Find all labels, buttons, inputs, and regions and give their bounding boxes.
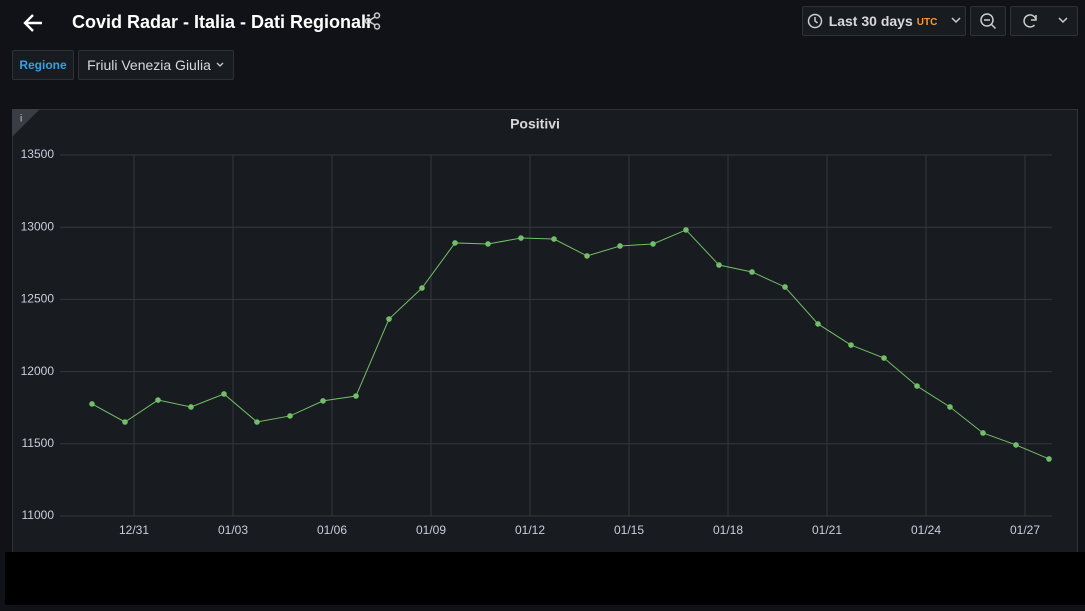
data-point — [881, 355, 887, 361]
x-tick-label: 01/09 — [416, 523, 446, 537]
data-point — [89, 401, 95, 407]
info-icon[interactable]: i — [20, 114, 22, 125]
y-tick-label: 12000 — [21, 364, 55, 378]
variable-label: Regione — [12, 50, 74, 80]
data-point — [716, 262, 722, 268]
data-point — [221, 391, 227, 397]
x-tick-label: 01/15 — [614, 523, 644, 537]
data-point — [980, 430, 986, 436]
data-point — [122, 419, 128, 425]
data-point — [1046, 456, 1052, 462]
refresh-button[interactable] — [1010, 6, 1078, 36]
share-icon[interactable] — [364, 12, 382, 30]
chart-panel: i Positivi 11000 11500 12000 12500 13000 1350… — [12, 109, 1078, 559]
dashboard-title: Covid Radar - Italia - Dati Regionali — [72, 12, 372, 32]
data-point — [419, 285, 425, 291]
data-point — [254, 419, 260, 425]
y-tick-label: 11500 — [22, 436, 55, 450]
data-point — [617, 243, 623, 249]
back-button[interactable] — [20, 10, 46, 36]
y-tick-label: 13500 — [21, 147, 55, 161]
data-point — [452, 240, 458, 246]
data-point — [914, 383, 920, 389]
data-point — [683, 227, 689, 233]
x-tick-label: 01/03 — [218, 523, 248, 537]
variable-value: Friuli Venezia Giulia — [87, 57, 211, 73]
data-point — [848, 342, 854, 348]
x-tick-label: 12/31 — [119, 523, 149, 537]
time-picker[interactable]: Last 30 days UTC — [802, 6, 966, 36]
y-tick-label: 12500 — [21, 292, 55, 306]
data-point — [1013, 442, 1019, 448]
data-point — [485, 241, 491, 247]
data-point — [749, 269, 755, 275]
y-tick-label: 13000 — [21, 219, 55, 233]
data-point — [386, 316, 392, 322]
data-point — [815, 321, 821, 327]
x-tick-label: 01/06 — [317, 523, 347, 537]
data-point — [551, 236, 557, 242]
redacted-area — [5, 552, 1085, 605]
data-point — [650, 241, 656, 247]
y-tick-label: 11000 — [22, 508, 55, 522]
data-point — [320, 398, 326, 404]
x-tick-label: 01/12 — [515, 523, 545, 537]
panel-background — [12, 109, 1078, 559]
chart-title: Positivi — [510, 116, 560, 132]
data-point — [584, 253, 590, 259]
data-point — [155, 397, 161, 403]
x-tick-label: 01/21 — [812, 523, 842, 537]
time-range: Last 30 days — [828, 13, 913, 29]
timezone: UTC — [916, 17, 938, 28]
data-point — [353, 393, 359, 399]
zoom-out-button[interactable] — [970, 6, 1006, 36]
info-corner — [12, 109, 40, 137]
variable-dropdown[interactable]: Friuli Venezia Giulia — [78, 50, 234, 80]
data-point — [947, 404, 953, 410]
data-point — [188, 404, 194, 410]
x-tick-label: 01/24 — [911, 523, 941, 537]
x-tick-label: 01/27 — [1010, 523, 1040, 537]
data-point — [782, 284, 788, 290]
data-point — [287, 413, 293, 419]
x-tick-label: 01/18 — [713, 523, 743, 537]
data-point — [518, 235, 524, 241]
series-line — [91, 229, 1050, 460]
